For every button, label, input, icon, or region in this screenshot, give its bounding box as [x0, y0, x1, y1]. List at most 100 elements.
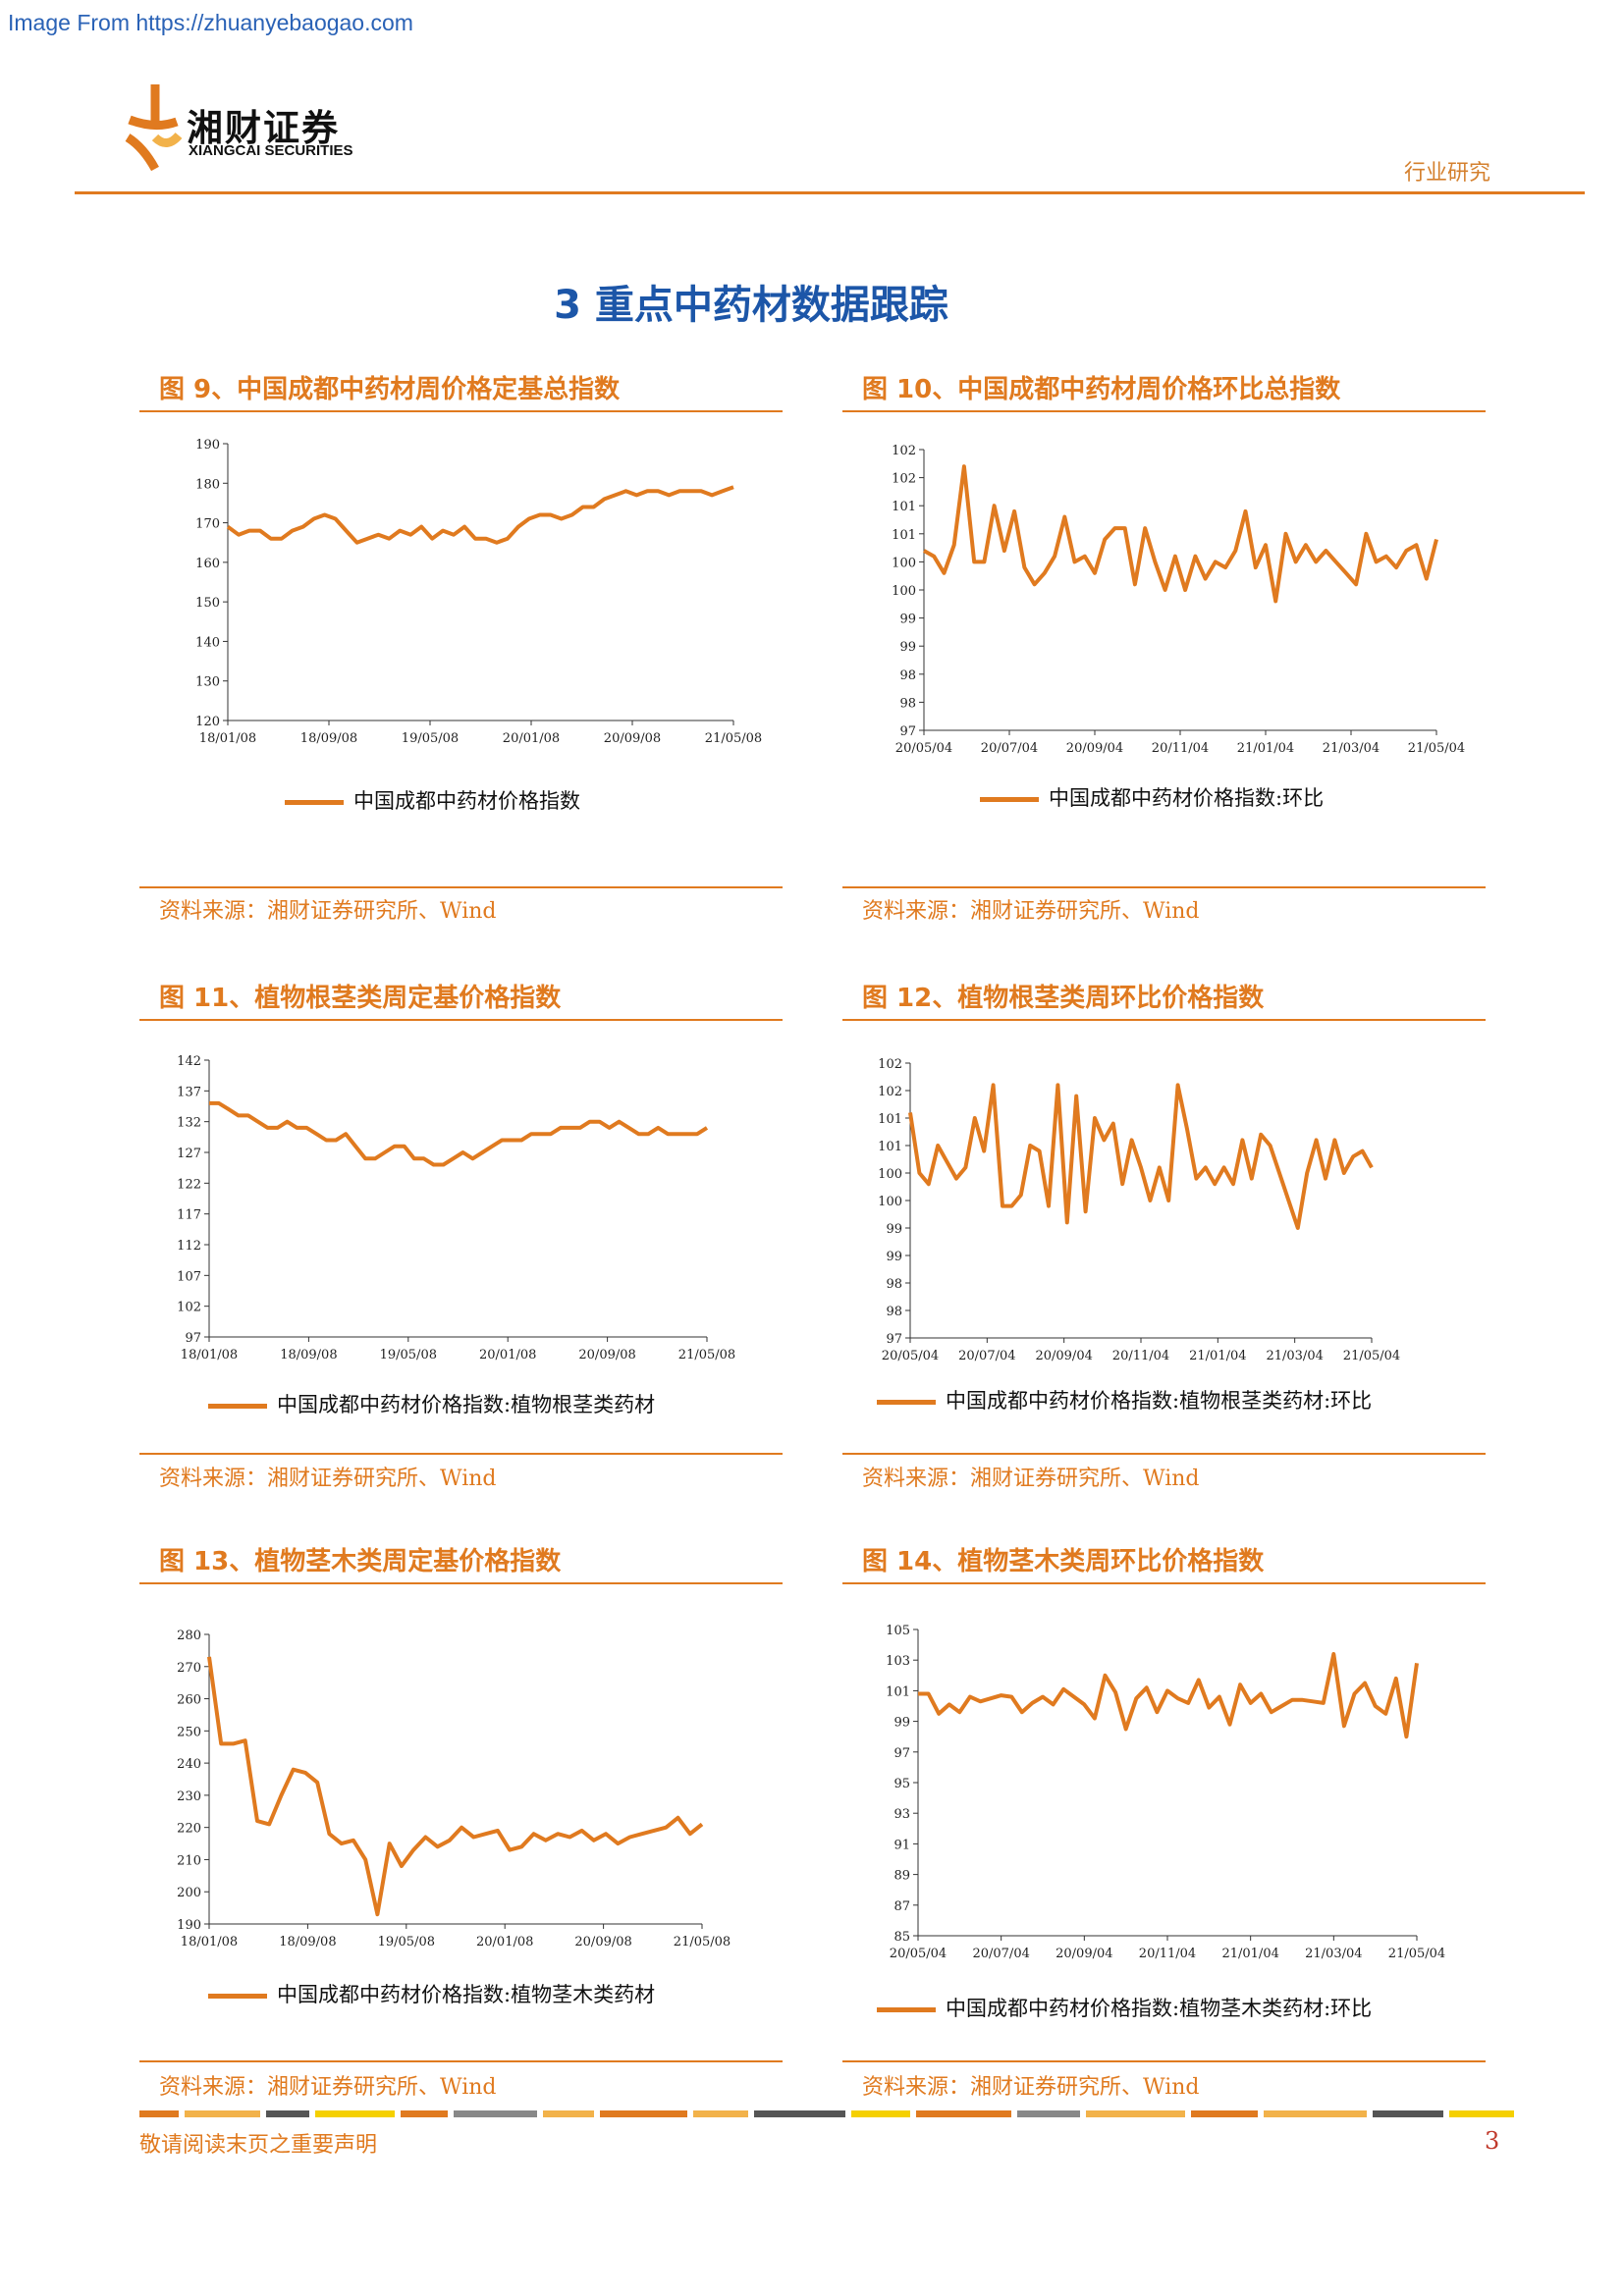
figure-title-underline [139, 410, 783, 412]
y-tick-label: 99 [893, 1716, 910, 1731]
x-tick-label: 20/11/04 [1112, 1349, 1169, 1363]
source-note: 资料来源：湘财证券研究所、Wind [159, 899, 497, 924]
y-tick-label: 100 [878, 1167, 902, 1182]
line-chart: 97 98 98 99 99 100 100 101 101 102 102 20/05/04 20/0… [892, 444, 1465, 756]
header-divider [75, 191, 1585, 194]
y-tick-label: 105 [886, 1624, 910, 1638]
line-chart: 190 200 210 220 230 240 250 260 270 280 18/01/08 18… [177, 1629, 731, 1949]
series-line [918, 1652, 1419, 1739]
y-tick-label: 220 [177, 1822, 201, 1837]
y-tick-label: 170 [195, 517, 220, 532]
x-tick-label: 21/03/04 [1266, 1349, 1323, 1363]
y-tick-label: 99 [886, 1250, 902, 1264]
y-tick-label: 101 [892, 528, 916, 543]
y-tick-label: 101 [892, 500, 916, 514]
legend-swatch [285, 800, 344, 805]
footer-disclaimer: 敬请阅读末页之重要声明 [139, 2133, 378, 2158]
y-tick-label: 120 [195, 715, 220, 729]
page-number: 3 [1485, 2127, 1500, 2155]
y-tick-label: 137 [177, 1085, 201, 1099]
y-tick-label: 100 [892, 584, 916, 599]
figure-title: 图 12、植物根茎类周环比价格指数 [862, 984, 1265, 1013]
figure-title-underline [842, 1019, 1486, 1021]
y-tick-label: 102 [892, 472, 916, 487]
legend-swatch [208, 1994, 267, 1999]
y-tick-label: 91 [893, 1838, 910, 1852]
y-tick-label: 210 [177, 1853, 201, 1868]
figure-title: 图 11、植物根茎类周定基价格指数 [159, 984, 562, 1013]
y-tick-label: 250 [177, 1725, 201, 1739]
x-tick-label: 21/03/04 [1323, 741, 1380, 756]
chart-legend: 中国成都中药材价格指数:植物茎木类药材 [208, 1979, 655, 2008]
x-tick-label: 18/01/08 [181, 1935, 238, 1949]
logo-subtext: XIANGCAI SECURITIES [189, 142, 353, 159]
y-tick-label: 85 [893, 1930, 910, 1945]
y-tick-label: 230 [177, 1789, 201, 1804]
y-tick-label: 142 [177, 1054, 201, 1069]
legend-label: 中国成都中药材价格指数 [353, 789, 580, 813]
x-tick-label: 21/01/04 [1221, 1947, 1278, 1961]
figure-title-underline [842, 1582, 1486, 1584]
section-title: 3 重点中药材数据跟踪 [554, 283, 948, 328]
y-tick-label: 97 [893, 1746, 910, 1761]
series-line [908, 1083, 1374, 1230]
source-divider [139, 1453, 783, 1455]
series-line [209, 1100, 709, 1167]
y-tick-label: 98 [886, 1305, 902, 1319]
legend-swatch [208, 1404, 267, 1409]
x-tick-label: 21/05/08 [678, 1348, 735, 1362]
x-tick-label: 21/03/04 [1305, 1947, 1362, 1961]
y-tick-label: 101 [878, 1112, 902, 1127]
series-line [226, 485, 734, 545]
legend-label: 中国成都中药材价格指数:植物茎木类药材 [277, 1983, 656, 2006]
legend-label: 中国成都中药材价格指数:植物根茎类药材 [277, 1393, 656, 1416]
x-tick-label: 18/09/08 [280, 1348, 337, 1362]
x-tick-label: 18/09/08 [279, 1935, 336, 1949]
footer-stripe [139, 2110, 1514, 2117]
y-tick-label: 160 [195, 557, 220, 571]
chart-legend: 中国成都中药材价格指数:环比 [980, 782, 1324, 812]
chart-legend: 中国成都中药材价格指数:植物根茎类药材 [208, 1389, 655, 1418]
report-category: 行业研究 [1404, 161, 1491, 186]
series-line [923, 464, 1438, 604]
y-tick-label: 95 [893, 1777, 910, 1791]
y-tick-label: 280 [177, 1629, 201, 1643]
x-tick-label: 20/09/04 [1066, 741, 1123, 756]
series-line [207, 1656, 704, 1917]
y-tick-label: 140 [195, 635, 220, 650]
figure-title-underline [139, 1582, 783, 1584]
y-tick-label: 99 [899, 640, 916, 655]
source-note: 资料来源：湘财证券研究所、Wind [862, 1467, 1200, 1491]
y-tick-label: 87 [893, 1899, 910, 1914]
x-tick-label: 19/05/08 [378, 1935, 435, 1949]
x-tick-label: 20/11/04 [1139, 1947, 1196, 1961]
x-tick-label: 21/05/04 [1388, 1947, 1445, 1961]
x-tick-label: 20/05/04 [882, 1349, 939, 1363]
y-tick-label: 107 [177, 1269, 201, 1284]
y-tick-label: 150 [195, 596, 220, 611]
y-tick-label: 101 [878, 1140, 902, 1154]
y-tick-label: 93 [893, 1807, 910, 1822]
x-tick-label: 21/01/04 [1237, 741, 1294, 756]
x-tick-label: 18/01/08 [181, 1348, 238, 1362]
x-tick-label: 20/01/08 [503, 731, 560, 746]
source-note: 资料来源：湘财证券研究所、Wind [862, 2075, 1200, 2100]
logo-text: 湘财证券 [187, 107, 340, 149]
y-tick-label: 102 [878, 1057, 902, 1072]
y-tick-label: 98 [886, 1277, 902, 1292]
y-tick-label: 190 [177, 1918, 201, 1933]
y-tick-label: 98 [899, 668, 916, 683]
figure-title-underline [139, 1019, 783, 1021]
x-tick-label: 20/05/04 [890, 1947, 947, 1961]
y-tick-label: 122 [177, 1177, 201, 1192]
y-tick-label: 260 [177, 1693, 201, 1708]
x-tick-label: 19/05/08 [402, 731, 459, 746]
y-tick-label: 97 [185, 1331, 201, 1346]
y-tick-label: 102 [892, 444, 916, 458]
x-tick-label: 21/01/04 [1189, 1349, 1246, 1363]
x-tick-label: 21/05/04 [1408, 741, 1465, 756]
watermark[interactable]: Image From https://zhuanyebaogao.com [8, 10, 413, 35]
figure-title: 图 10、中国成都中药材周价格环比总指数 [862, 375, 1341, 404]
x-tick-label: 18/09/08 [300, 731, 357, 746]
line-chart: 85 87 89 91 93 95 97 99 101 103 105 20/05/04 20/07/0… [886, 1624, 1445, 1961]
